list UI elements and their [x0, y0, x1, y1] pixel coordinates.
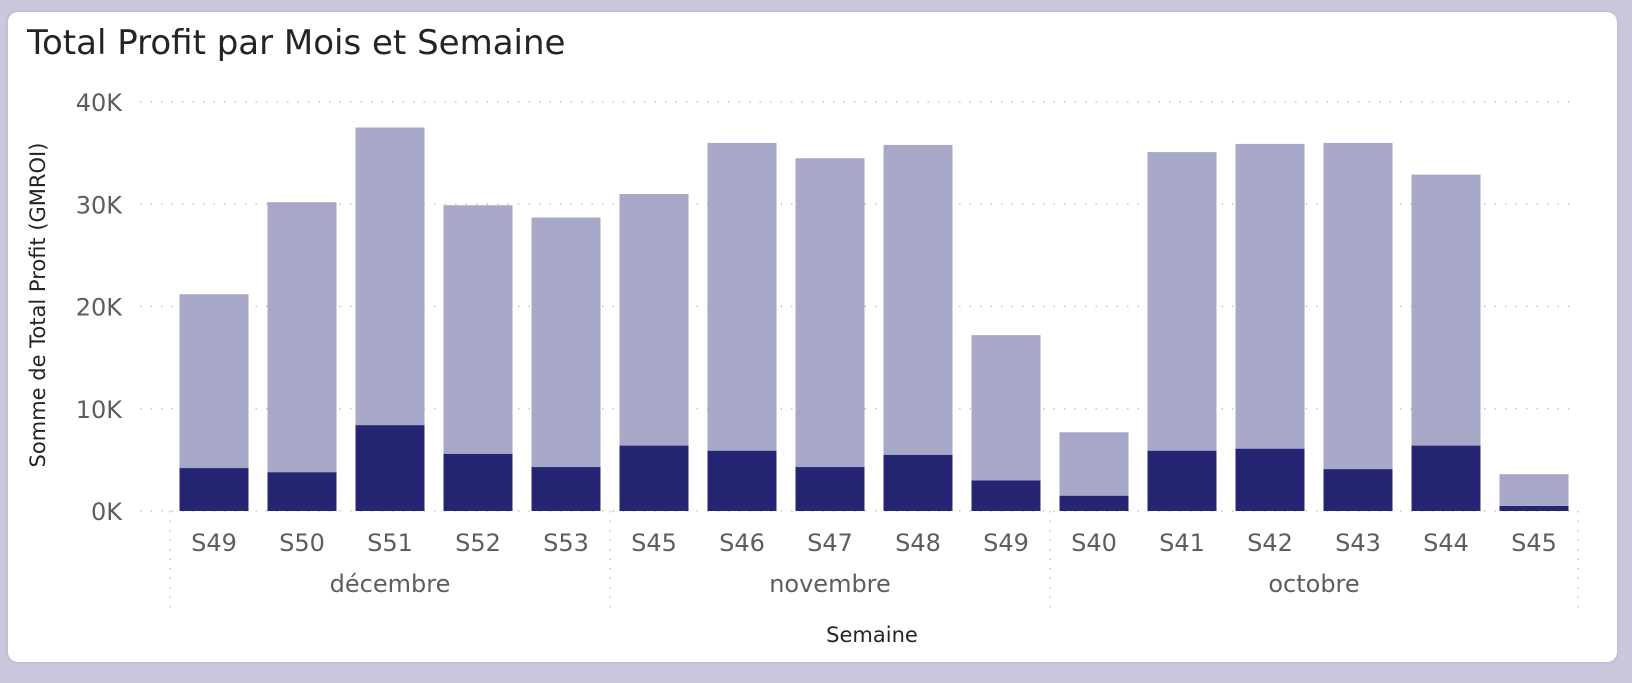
bar-segment-lower	[1059, 495, 1129, 511]
bar-segment-upper	[1323, 142, 1393, 470]
month-group-label: décembre	[330, 570, 451, 598]
bar-segment-lower	[1235, 448, 1305, 511]
bar-segment-lower	[267, 472, 337, 511]
y-tick-label: 0K	[91, 498, 123, 526]
month-group-label: octobre	[1268, 570, 1359, 598]
bar-segment-lower	[707, 450, 777, 511]
x-tick-label: S43	[1335, 529, 1381, 557]
y-tick-label: 40K	[76, 89, 124, 117]
month-group-label: novembre	[769, 570, 891, 598]
x-tick-label: S47	[807, 529, 853, 557]
bar-segment-upper	[619, 194, 689, 446]
x-tick-label: S45	[631, 529, 677, 557]
x-tick-label: S52	[455, 529, 501, 557]
x-tick-label: S40	[1071, 529, 1117, 557]
x-tick-label: S53	[543, 529, 589, 557]
bar-segment-upper	[179, 294, 249, 469]
y-axis-title: Somme de Total Profit (GMROI)	[26, 143, 50, 468]
x-tick-label: S41	[1159, 529, 1205, 557]
x-tick-label: S51	[367, 529, 413, 557]
bar-segment-upper	[1411, 174, 1481, 446]
bar-segment-upper	[707, 142, 777, 451]
bar-segment-upper	[1235, 143, 1305, 449]
bar-segment-upper	[443, 205, 513, 454]
bar-segment-upper	[267, 202, 337, 473]
bar-segment-upper	[1147, 152, 1217, 451]
bar-segment-upper	[883, 144, 953, 455]
bar-segment-lower	[971, 480, 1041, 511]
y-axis-ticks: 0K 10K 20K 30K 40K	[76, 89, 124, 526]
bars	[179, 127, 1569, 511]
x-tick-label: S46	[719, 529, 765, 557]
bar-segment-lower	[1499, 505, 1569, 511]
x-axis-ticks: S49 S50 S51 S52 S53 S45 S46 S47 S48 S49 S40 S41 S42 S…	[191, 529, 1557, 557]
bar-segment-lower	[1411, 445, 1481, 511]
bar-segment-lower	[179, 468, 249, 511]
x-tick-label: S49	[191, 529, 237, 557]
bar-segment-upper	[795, 158, 865, 468]
bar-segment-upper	[1499, 474, 1569, 506]
y-tick-label: 20K	[76, 294, 124, 322]
x-tick-label: S50	[279, 529, 325, 557]
bar-segment-upper	[1059, 432, 1129, 496]
bar-segment-upper	[971, 335, 1041, 481]
bar-segment-lower	[531, 467, 601, 511]
bar-segment-lower	[1147, 450, 1217, 511]
x-tick-label: S44	[1423, 529, 1469, 557]
bar-segment-lower	[619, 445, 689, 511]
bar-segment-lower	[883, 454, 953, 511]
y-tick-label: 10K	[76, 396, 124, 424]
month-groups: décembre novembre octobre	[169, 511, 1579, 608]
x-tick-label: S45	[1511, 529, 1557, 557]
x-axis-title: Semaine	[826, 623, 918, 647]
bar-segment-lower	[795, 467, 865, 511]
bar-segment-lower	[355, 425, 425, 511]
x-tick-label: S48	[895, 529, 941, 557]
x-tick-label: S42	[1247, 529, 1293, 557]
x-tick-label: S49	[983, 529, 1029, 557]
bar-segment-upper	[355, 127, 425, 426]
bar-segment-lower	[1323, 469, 1393, 511]
chart-title: Total Profit par Mois et Semaine	[27, 23, 566, 63]
y-tick-label: 30K	[76, 191, 124, 219]
bar-segment-lower	[443, 453, 513, 511]
bar-segment-upper	[531, 217, 601, 468]
